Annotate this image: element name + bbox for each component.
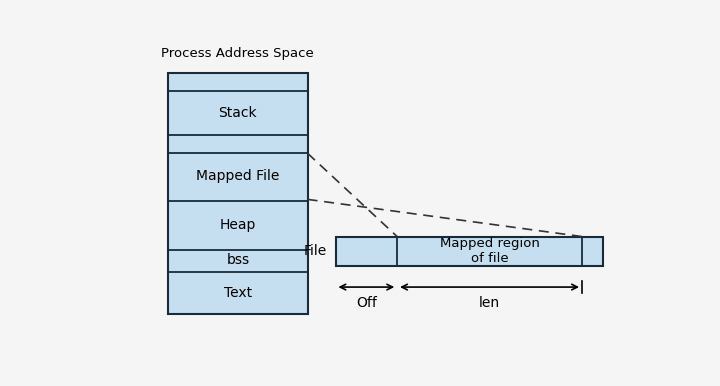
Text: bss: bss xyxy=(226,253,249,267)
Text: Stack: Stack xyxy=(219,106,257,120)
Bar xyxy=(168,73,307,314)
Text: Mapped File: Mapped File xyxy=(196,169,279,183)
Text: Off: Off xyxy=(356,296,377,310)
Text: Process Address Space: Process Address Space xyxy=(161,47,314,60)
Text: len: len xyxy=(479,296,500,310)
Text: Text: Text xyxy=(224,286,252,300)
Text: File: File xyxy=(304,244,327,258)
Text: Mapped region
of file: Mapped region of file xyxy=(440,237,539,266)
Bar xyxy=(336,237,603,266)
Text: Heap: Heap xyxy=(220,218,256,232)
